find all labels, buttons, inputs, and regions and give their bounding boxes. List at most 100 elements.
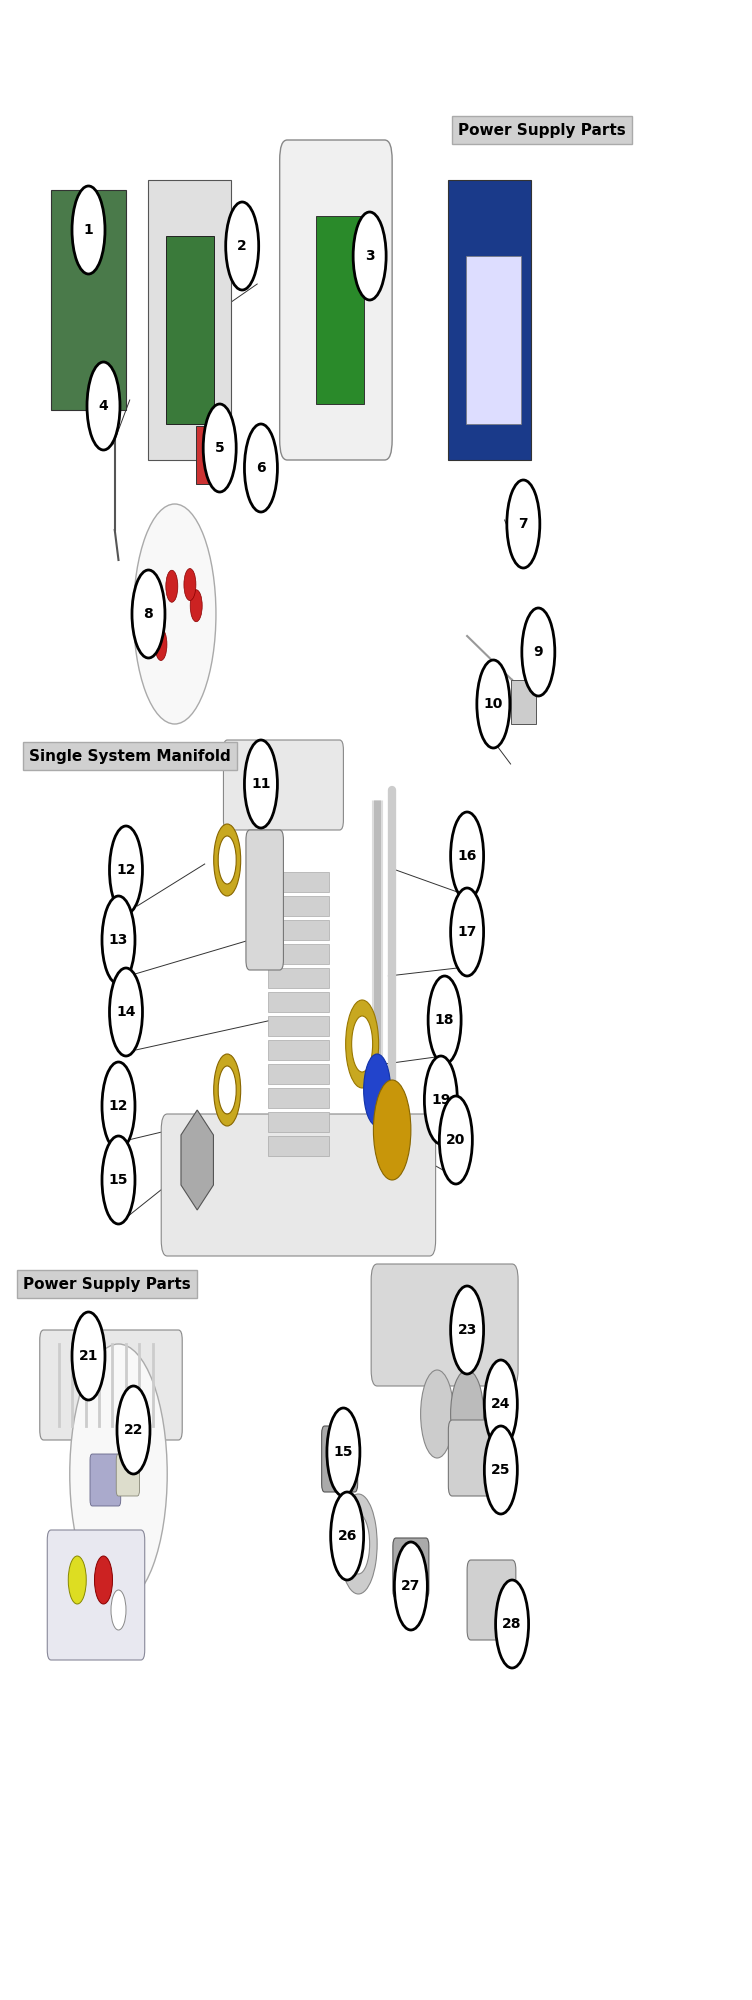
FancyBboxPatch shape bbox=[268, 896, 329, 916]
FancyBboxPatch shape bbox=[511, 680, 536, 724]
FancyBboxPatch shape bbox=[268, 1016, 329, 1036]
Circle shape bbox=[226, 202, 259, 290]
Circle shape bbox=[450, 1286, 484, 1374]
Text: 15: 15 bbox=[334, 1444, 353, 1460]
Text: Single System Manifold: Single System Manifold bbox=[29, 748, 231, 764]
Circle shape bbox=[110, 826, 142, 914]
Text: 1: 1 bbox=[83, 222, 93, 236]
Text: 20: 20 bbox=[446, 1132, 465, 1148]
FancyBboxPatch shape bbox=[268, 1136, 329, 1156]
Circle shape bbox=[244, 424, 277, 512]
Circle shape bbox=[450, 1370, 484, 1458]
Circle shape bbox=[331, 1492, 364, 1580]
FancyBboxPatch shape bbox=[393, 1538, 429, 1598]
Circle shape bbox=[484, 1360, 517, 1448]
FancyBboxPatch shape bbox=[371, 1264, 518, 1386]
Circle shape bbox=[117, 1386, 150, 1474]
Text: 4: 4 bbox=[99, 400, 108, 414]
Text: 21: 21 bbox=[79, 1348, 99, 1364]
FancyBboxPatch shape bbox=[196, 426, 229, 484]
Circle shape bbox=[424, 1056, 457, 1144]
FancyBboxPatch shape bbox=[90, 1454, 121, 1506]
Circle shape bbox=[353, 212, 386, 300]
FancyBboxPatch shape bbox=[268, 944, 329, 964]
Text: 11: 11 bbox=[251, 776, 271, 790]
Circle shape bbox=[420, 1370, 453, 1458]
Text: 8: 8 bbox=[144, 608, 153, 620]
Text: 28: 28 bbox=[502, 1616, 522, 1632]
Text: 18: 18 bbox=[435, 1012, 454, 1028]
Circle shape bbox=[507, 480, 540, 568]
Circle shape bbox=[450, 888, 484, 976]
Circle shape bbox=[144, 570, 156, 602]
Circle shape bbox=[439, 1096, 472, 1184]
FancyBboxPatch shape bbox=[117, 1454, 139, 1496]
FancyBboxPatch shape bbox=[316, 216, 364, 404]
Circle shape bbox=[111, 1590, 126, 1630]
Text: 19: 19 bbox=[431, 1092, 450, 1108]
FancyBboxPatch shape bbox=[448, 1420, 497, 1496]
Circle shape bbox=[166, 570, 177, 602]
FancyBboxPatch shape bbox=[165, 236, 214, 424]
Text: 12: 12 bbox=[109, 1100, 129, 1112]
Text: 13: 13 bbox=[109, 932, 128, 948]
Circle shape bbox=[72, 1312, 105, 1400]
Circle shape bbox=[102, 896, 135, 984]
Text: 9: 9 bbox=[533, 644, 543, 660]
Text: 2: 2 bbox=[238, 238, 247, 252]
FancyBboxPatch shape bbox=[223, 740, 344, 830]
Text: 26: 26 bbox=[338, 1528, 357, 1544]
Circle shape bbox=[364, 1054, 390, 1126]
FancyBboxPatch shape bbox=[280, 140, 392, 460]
Circle shape bbox=[496, 1580, 529, 1668]
FancyBboxPatch shape bbox=[268, 872, 329, 892]
FancyBboxPatch shape bbox=[268, 992, 329, 1012]
FancyBboxPatch shape bbox=[448, 180, 531, 460]
Circle shape bbox=[134, 504, 216, 724]
Text: 5: 5 bbox=[215, 442, 225, 456]
FancyBboxPatch shape bbox=[268, 968, 329, 988]
Text: 12: 12 bbox=[117, 864, 136, 876]
Text: 7: 7 bbox=[519, 516, 528, 530]
Circle shape bbox=[72, 186, 105, 274]
FancyBboxPatch shape bbox=[467, 1560, 516, 1640]
FancyBboxPatch shape bbox=[40, 1330, 182, 1440]
Text: 22: 22 bbox=[124, 1424, 143, 1436]
Circle shape bbox=[70, 1344, 167, 1604]
Circle shape bbox=[102, 1062, 135, 1150]
FancyBboxPatch shape bbox=[51, 190, 126, 410]
Text: 16: 16 bbox=[457, 848, 477, 864]
Circle shape bbox=[477, 660, 510, 748]
Text: 23: 23 bbox=[457, 1324, 477, 1336]
Circle shape bbox=[374, 1080, 411, 1180]
Text: Power Supply Parts: Power Supply Parts bbox=[23, 1276, 191, 1292]
Circle shape bbox=[155, 628, 167, 660]
FancyBboxPatch shape bbox=[268, 920, 329, 940]
Text: 24: 24 bbox=[491, 1396, 511, 1412]
FancyBboxPatch shape bbox=[268, 1088, 329, 1108]
FancyBboxPatch shape bbox=[148, 180, 231, 460]
Text: 17: 17 bbox=[457, 924, 477, 940]
Text: 10: 10 bbox=[484, 698, 503, 712]
Text: 27: 27 bbox=[401, 1580, 420, 1592]
FancyBboxPatch shape bbox=[268, 1064, 329, 1084]
Text: 15: 15 bbox=[109, 1172, 129, 1186]
Circle shape bbox=[95, 1556, 113, 1604]
Text: 25: 25 bbox=[491, 1464, 511, 1476]
Circle shape bbox=[132, 570, 165, 658]
FancyBboxPatch shape bbox=[246, 830, 284, 970]
Circle shape bbox=[190, 590, 202, 622]
Text: 3: 3 bbox=[365, 248, 374, 262]
Circle shape bbox=[484, 1426, 517, 1514]
FancyBboxPatch shape bbox=[47, 1530, 144, 1660]
Circle shape bbox=[102, 1136, 135, 1224]
Circle shape bbox=[68, 1556, 86, 1604]
Circle shape bbox=[147, 608, 159, 640]
Text: Power Supply Parts: Power Supply Parts bbox=[458, 122, 626, 138]
Text: 14: 14 bbox=[117, 1004, 136, 1020]
Circle shape bbox=[203, 404, 236, 492]
Circle shape bbox=[327, 1408, 360, 1496]
FancyBboxPatch shape bbox=[268, 1112, 329, 1132]
FancyBboxPatch shape bbox=[465, 256, 521, 424]
Circle shape bbox=[110, 968, 142, 1056]
